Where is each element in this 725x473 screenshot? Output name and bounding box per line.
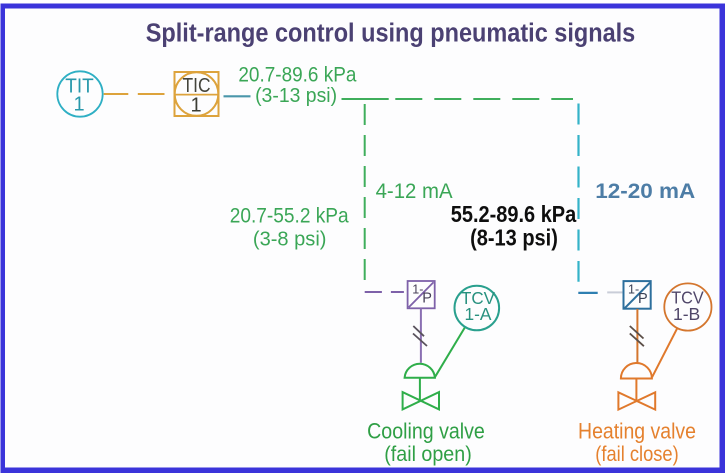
svg-text:1-B: 1-B <box>673 304 700 324</box>
svg-text:Cooling valve: Cooling valve <box>367 419 485 444</box>
svg-text:20.7-89.6 kPa: 20.7-89.6 kPa <box>238 61 357 86</box>
svg-text:(fail open): (fail open) <box>384 443 472 466</box>
svg-text:55.2-89.6 kPa: 55.2-89.6 kPa <box>451 201 577 227</box>
svg-text:Split-range control using pneu: Split-range control using pneumatic sign… <box>146 20 636 48</box>
svg-text:4-12 mA: 4-12 mA <box>376 178 453 203</box>
svg-text:TCV: TCV <box>461 288 495 308</box>
svg-text:(3-13 psi): (3-13 psi) <box>255 84 337 107</box>
svg-text:20.7-55.2 kPa: 20.7-55.2 kPa <box>230 202 350 227</box>
svg-text:1: 1 <box>190 95 201 117</box>
svg-text:1-: 1- <box>628 283 639 297</box>
svg-text:Heating valve: Heating valve <box>578 419 696 444</box>
svg-text:1-: 1- <box>412 283 423 297</box>
svg-text:1: 1 <box>73 94 84 116</box>
svg-text:(3-8 psi): (3-8 psi) <box>253 228 327 251</box>
svg-text:P: P <box>422 291 432 307</box>
svg-text:(fail close): (fail close) <box>595 443 678 466</box>
svg-text:TIC: TIC <box>183 75 211 97</box>
svg-text:TIT: TIT <box>65 75 94 97</box>
svg-text:TCV: TCV <box>671 287 704 307</box>
svg-text:(8-13 psi): (8-13 psi) <box>470 224 558 250</box>
svg-text:1-A: 1-A <box>465 304 492 324</box>
svg-text:12-20 mA: 12-20 mA <box>595 178 695 203</box>
svg-text:P: P <box>638 291 648 307</box>
